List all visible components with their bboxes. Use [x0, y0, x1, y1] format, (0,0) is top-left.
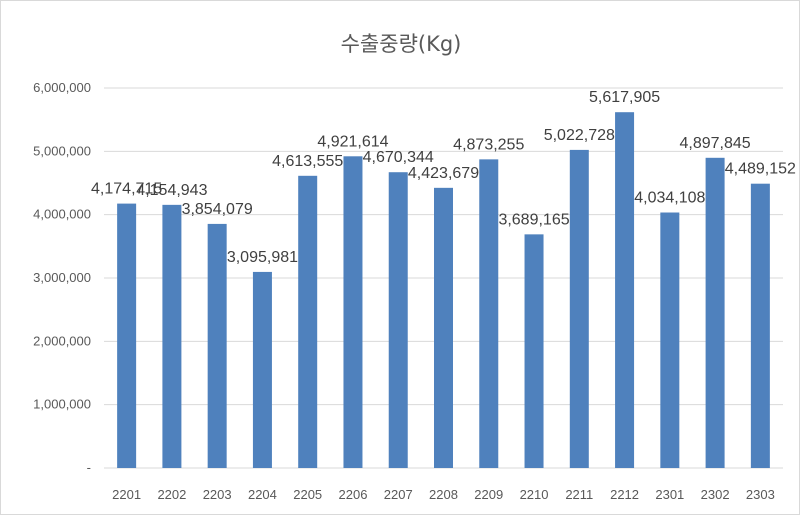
bar [479, 159, 499, 468]
y-axis-tick-labels: - 1,000,000 2,000,000 3,000,000 4,000,000 5,0… [33, 80, 91, 475]
bar [434, 187, 453, 468]
x-tick-label: 2302 [701, 487, 730, 502]
y-tick-label: 3,000,000 [33, 270, 91, 285]
chart-title: 수출중량(Kg) [341, 32, 462, 56]
x-tick-label: 2202 [157, 487, 186, 502]
data-label: 4,921,614 [317, 133, 388, 150]
data-label: 5,022,728 [544, 127, 615, 144]
bar [343, 156, 363, 468]
bars [117, 112, 770, 469]
y-tick-label: 6,000,000 [33, 80, 91, 95]
x-tick-label: 2212 [610, 487, 639, 502]
x-tick-label: 2203 [203, 487, 232, 502]
x-tick-label: 2207 [384, 487, 413, 502]
y-tick-label: 4,000,000 [33, 207, 91, 222]
bar [660, 212, 680, 468]
x-tick-label: 2210 [520, 487, 549, 502]
data-label: 4,873,255 [453, 136, 524, 153]
y-tick-label: 2,000,000 [33, 333, 91, 348]
bar [252, 271, 272, 468]
data-label: 5,617,905 [589, 89, 660, 106]
bar [615, 112, 635, 469]
data-label: 4,423,679 [408, 165, 479, 182]
bar [298, 175, 318, 469]
data-label: 4,613,555 [272, 153, 343, 170]
x-axis-tick-labels: 2201 2202 2203 2204 2205 2206 2207 2208 2209 2210… [112, 487, 775, 502]
x-tick-label: 2211 [565, 487, 593, 502]
x-tick-label: 2201 [112, 487, 141, 502]
y-tick-label: - [87, 460, 91, 475]
bar [207, 223, 227, 468]
bar [162, 204, 182, 468]
data-label: 3,854,079 [182, 201, 253, 218]
data-label: 4,034,108 [634, 190, 705, 207]
x-tick-label: 2205 [293, 487, 322, 502]
bar [705, 157, 725, 468]
data-label: 4,489,152 [725, 161, 796, 178]
bar [569, 149, 589, 468]
bar [524, 234, 544, 468]
x-tick-label: 2301 [655, 487, 684, 502]
data-label: 4,897,845 [680, 135, 751, 152]
bar [117, 203, 137, 468]
x-tick-label: 2303 [746, 487, 775, 502]
bar [388, 172, 408, 468]
bar [750, 183, 770, 468]
x-tick-label: 2206 [339, 487, 368, 502]
data-label: 4,154,943 [136, 182, 207, 199]
x-tick-label: 2208 [429, 487, 458, 502]
x-tick-label: 2204 [248, 487, 277, 502]
y-tick-label: 5,000,000 [33, 143, 91, 158]
data-label: 3,095,981 [227, 249, 298, 266]
data-label: 4,670,344 [363, 149, 434, 166]
y-tick-label: 1,000,000 [33, 397, 91, 412]
data-label: 4,174,715 [91, 181, 162, 198]
data-label: 3,689,165 [498, 211, 569, 228]
x-tick-label: 2209 [474, 487, 503, 502]
